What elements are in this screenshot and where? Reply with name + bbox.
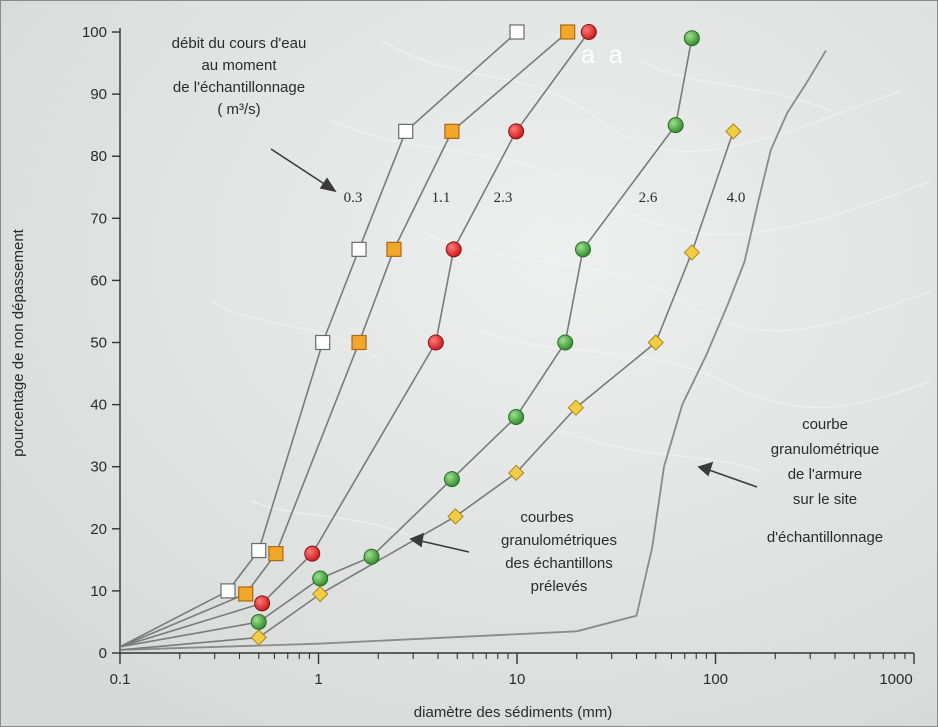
y-tick-label: 50 xyxy=(90,335,107,352)
y-tick-label: 30 xyxy=(90,459,107,476)
samples-label-line-4: prélevés xyxy=(531,578,588,595)
marker-0.3-5 xyxy=(398,123,414,139)
samples-arrow xyxy=(420,540,470,553)
curve-label-1.1: 1.1 xyxy=(432,190,451,206)
flow-title-line-4: ( m³/s) xyxy=(217,101,260,118)
marker-2.3-2 xyxy=(304,545,321,562)
marker-2.6-7 xyxy=(574,241,591,258)
y-tick-label: 40 xyxy=(90,397,107,414)
marker-2.6-6 xyxy=(557,334,574,351)
marker-2.6-2 xyxy=(312,570,329,587)
marker-4.0-3 xyxy=(447,508,464,525)
samples-arrow-head xyxy=(409,532,425,548)
overlay-text: a a xyxy=(581,41,623,69)
marker-0.3-3 xyxy=(315,334,331,351)
y-tick-label: 0 xyxy=(99,645,107,662)
marker-0.3-2 xyxy=(251,542,267,559)
armour-arrow-head xyxy=(697,461,714,477)
flow-title: débit du cours d'eau au moment de l'écha… xyxy=(172,35,307,118)
y-axis-title: pourcentage de non dépassement xyxy=(10,228,27,457)
armour-label-line-2: granulométrique xyxy=(771,441,879,458)
armour-label-line-1: courbe xyxy=(802,416,848,433)
x-axis-title: diamètre des sédiments (mm) xyxy=(414,704,612,721)
marker-2.6-5 xyxy=(508,409,525,426)
axes: 0 10 20 30 40 50 60 70 80 90 100 0.1 1 10 100 1000 xyxy=(82,24,915,688)
armour-label: courbe granulométrique de l'armure sur l… xyxy=(767,416,883,546)
marker-2.3-5 xyxy=(508,123,525,140)
curve-label-0.3: 0.3 xyxy=(344,190,363,206)
marker-2.6-8 xyxy=(667,117,684,134)
flow-title-line-3: de l'échantillonnage xyxy=(173,79,305,96)
marker-1.1-3 xyxy=(351,334,367,351)
curve-labels: 0.3 1.1 2.3 2.6 4.0 xyxy=(344,190,746,206)
marker-2.3-6 xyxy=(580,24,597,40)
samples-label-line-1: courbes xyxy=(520,509,573,526)
marker-0.3-6 xyxy=(509,24,525,40)
y-tick-label: 90 xyxy=(90,86,107,103)
x-tick-label: 1000 xyxy=(879,671,912,688)
sample-markers xyxy=(220,24,742,646)
marker-4.0-6 xyxy=(647,334,664,351)
flow-title-line-2: au moment xyxy=(201,57,277,74)
marker-2.6-1 xyxy=(250,613,267,630)
marker-4.0-8 xyxy=(725,123,742,140)
y-tick-label: 10 xyxy=(90,583,107,600)
y-tick-label: 60 xyxy=(90,272,107,289)
marker-2.3-1 xyxy=(254,595,271,612)
x-tick-label: 100 xyxy=(703,671,728,688)
y-tick-label: 100 xyxy=(82,24,107,41)
y-tick-label: 80 xyxy=(90,148,107,165)
marker-1.1-4 xyxy=(386,241,402,257)
x-tick-label: 10 xyxy=(509,671,526,688)
curve-label-2.6: 2.6 xyxy=(639,190,658,206)
marker-2.6-9 xyxy=(683,30,700,47)
marker-4.0-1 xyxy=(250,629,267,646)
marker-4.0-4 xyxy=(507,464,525,482)
series-line-2.6 xyxy=(119,38,693,648)
marker-0.3-1 xyxy=(220,583,236,599)
marker-4.0-5 xyxy=(567,399,585,416)
marker-2.3-4 xyxy=(445,241,462,258)
samples-label-line-2: granulométriques xyxy=(501,532,617,549)
marker-2.6-4 xyxy=(443,471,460,488)
curve-label-2.3: 2.3 xyxy=(494,190,513,206)
samples-label: courbes granulométriques des échantillon… xyxy=(501,509,617,595)
y-tick-label: 20 xyxy=(90,521,107,538)
annotation-arrows xyxy=(270,148,758,553)
marker-2.3-3 xyxy=(427,334,444,351)
armour-label-line-5: d'échantillonnage xyxy=(767,529,883,546)
flow-arrow-head xyxy=(319,177,337,193)
marker-1.1-1 xyxy=(238,586,254,602)
marker-4.0-2 xyxy=(312,585,329,603)
x-tick-label: 0.1 xyxy=(110,671,131,688)
x-tick-label: 1 xyxy=(314,671,322,688)
marker-0.3-4 xyxy=(351,241,367,257)
armour-label-line-3: de l'armure xyxy=(788,466,863,483)
armour-arrow xyxy=(708,469,758,488)
marker-1.1-6 xyxy=(560,24,576,40)
background-texture xyxy=(210,40,932,542)
curve-label-4.0: 4.0 xyxy=(727,190,746,206)
armour-curve-line xyxy=(119,50,827,651)
flow-title-line-1: débit du cours d'eau xyxy=(172,35,307,52)
marker-1.1-5 xyxy=(444,123,460,139)
samples-label-line-3: des échantillons xyxy=(505,555,613,572)
marker-2.6-3 xyxy=(363,548,380,565)
armour-label-line-4: sur le site xyxy=(793,491,857,508)
y-tick-label: 70 xyxy=(90,210,107,227)
marker-4.0-7 xyxy=(683,244,701,261)
marker-1.1-2 xyxy=(268,546,284,562)
flow-arrow xyxy=(270,148,330,188)
